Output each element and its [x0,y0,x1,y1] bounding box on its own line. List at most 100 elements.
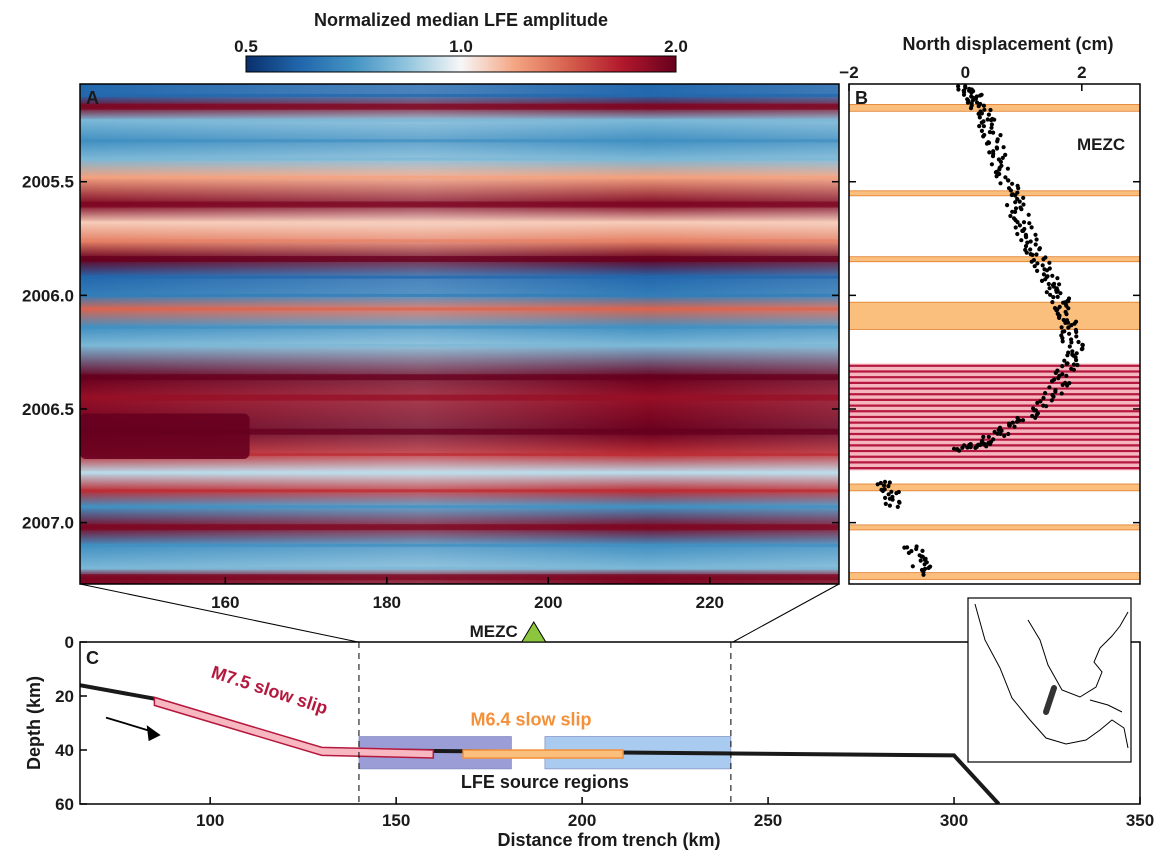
heatmap-bands [80,93,839,581]
gps-point [906,550,912,556]
gps-point [951,446,957,451]
x-tick-label-a: 200 [534,593,562,612]
gps-point [989,118,994,123]
gps-point [1041,257,1046,262]
gps-point [1021,195,1026,200]
gps-point [1019,207,1024,212]
gps-point [988,107,993,113]
slow-slip-band [848,190,1141,197]
heatmap-band [80,103,839,110]
gps-point [1033,415,1038,420]
colorbar-tick-1: 1.0 [449,37,473,56]
yucatan-coastline [1089,699,1123,713]
x-tick-label-a: 160 [211,593,239,612]
y-tick-label-a: 2006.0 [22,286,74,305]
gps-point [1080,342,1085,347]
gps-point [982,107,987,112]
panel-b-letter: B [855,88,868,108]
panel-a: A 2005.5 2006.0 2006.5 2007.0 160 180 200 220 [22,83,840,612]
gps-point [984,444,989,449]
plate-motion-arrowhead [146,725,161,742]
colorbar: Normalized median LFE amplitude 0.5 1.0 … [234,10,688,73]
gps-point [1007,423,1012,428]
gps-point [977,115,982,120]
gps-point [1002,433,1007,438]
heatmap-band [80,428,839,435]
gps-point [969,90,974,95]
gps-point [1013,193,1018,198]
slow-slip-band [848,572,1141,580]
gps-point [902,545,907,550]
heatmap-band [80,293,839,297]
gps-point [1055,276,1060,281]
x-tick-label-c: 150 [382,811,410,830]
gps-point [991,130,996,135]
colorbar-tick-0: 0.5 [234,37,258,56]
gps-point [981,124,987,129]
heatmap-band [80,471,839,475]
gps-point [1026,212,1031,217]
x-tick-label-a: 220 [696,593,724,612]
slow-slip-band [848,524,1141,531]
gps-point [1006,178,1011,183]
gps-point [1024,250,1029,255]
gps-point [1046,281,1051,287]
gps-point [1064,312,1069,317]
gps-point [994,146,1000,151]
gps-point [968,106,974,111]
gps-point [1060,329,1065,334]
gps-point [1074,351,1079,356]
heatmap-band [80,139,839,143]
gps-point [1066,299,1071,304]
gps-point [1050,300,1055,305]
x-tick-label-a: 180 [373,593,401,612]
heatmap-band [80,275,839,279]
gps-point [1079,347,1084,352]
gps-point [986,434,991,439]
panel-b-frame [848,83,1141,585]
heatmap-band [80,325,839,329]
x-tick-label-c: 100 [196,811,224,830]
gps-point [1023,244,1029,249]
gps-point [979,120,984,125]
gps-point [1025,240,1030,245]
panel-a-letter: A [86,88,99,108]
gps-point [1013,200,1018,205]
y-tick-label-c: 60 [55,795,74,814]
gps-point [1072,321,1077,326]
gps-point [1020,228,1025,233]
gps-point [1045,274,1050,279]
gps-point [1039,278,1045,283]
x-axis-label-c: Distance from trench (km) [497,830,720,850]
heatmap-band [80,157,839,161]
gps-point [968,445,973,450]
gps-point [1010,181,1015,186]
gps-point [961,92,967,97]
station-label-b: MEZC [1077,135,1125,154]
gps-point [1037,247,1042,252]
gps-point [1057,282,1062,287]
gps-point [1056,376,1061,381]
heatmap-band [80,566,839,570]
gps-point [1069,366,1074,371]
gps-point [1065,320,1070,325]
gps-point [1050,379,1055,384]
gps-point [1059,325,1064,330]
heatmap-band [80,543,839,547]
gps-point [883,501,888,506]
gps-point [965,445,970,450]
gps-point [1066,306,1071,311]
gps-point [977,124,982,129]
gps-point [920,548,925,554]
gps-point [1013,209,1018,214]
gps-point [979,92,984,97]
gps-point [1029,259,1034,264]
gps-point [1013,206,1019,211]
gps-point [1060,336,1065,341]
gps-point [1058,291,1063,296]
y-tick-label-c: 0 [65,633,74,652]
gps-point [1003,175,1008,180]
gps-point [1017,223,1023,228]
heatmap-band [80,343,839,347]
heatmap-band [80,256,839,262]
